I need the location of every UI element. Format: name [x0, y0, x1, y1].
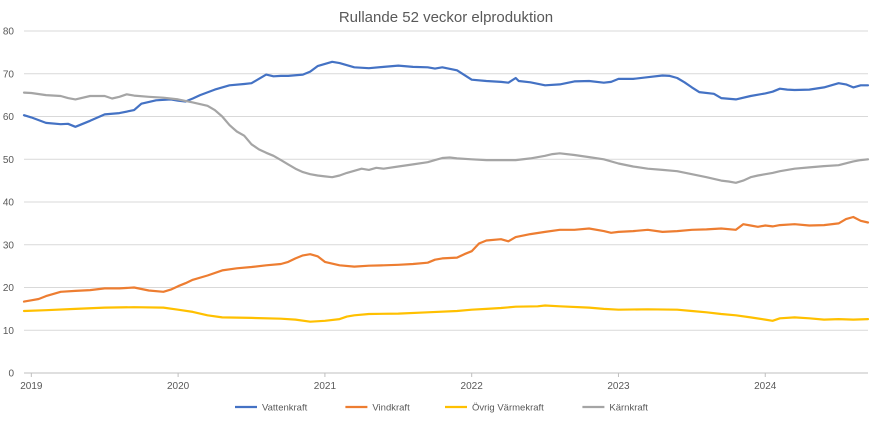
- y-tick-label: 70: [3, 69, 15, 80]
- y-tick-label: 10: [3, 326, 15, 337]
- y-tick-label: 30: [3, 240, 15, 251]
- y-tick-label: 80: [3, 27, 15, 38]
- chart-title: Rullande 52 veckor elproduktion: [339, 9, 553, 26]
- x-tick-label: 2020: [167, 381, 190, 392]
- y-tick-label: 0: [8, 369, 14, 380]
- series-line-karnkraft: [22, 91, 870, 184]
- x-tick-label: 2021: [314, 381, 337, 392]
- y-tick-label: 60: [3, 112, 15, 123]
- legend: Vattenkraft Vindkraft Övrig Värmekraft Kärn…: [235, 403, 648, 414]
- y-tick-label: 20: [3, 283, 15, 294]
- legend-label: Vindkraft: [372, 403, 410, 414]
- x-tick-label: 2022: [461, 381, 484, 392]
- legend-label: Övrig Värmekraft: [472, 403, 544, 414]
- x-tick-label: 2019: [20, 381, 43, 392]
- y-tick-label: 50: [3, 155, 15, 166]
- legend-item-vindkraft[interactable]: Vindkraft: [345, 403, 410, 414]
- legend-item-karnkraft[interactable]: Kärnkraft: [582, 403, 648, 414]
- legend-label: Kärnkraft: [609, 403, 648, 414]
- series-line-vindkraft: [22, 215, 870, 303]
- x-tick-label: 2024: [754, 381, 777, 392]
- axes: 0 10 20 30 40 50 60 70 80 2019 2020 2021 2022 2023 202…: [3, 27, 868, 392]
- x-tick-label: 2023: [607, 381, 630, 392]
- legend-label: Vattenkraft: [262, 403, 308, 414]
- legend-item-vattenkraft[interactable]: Vattenkraft: [235, 403, 308, 414]
- y-tick-label: 40: [3, 198, 15, 209]
- series-line-vattenkraft: [22, 60, 870, 128]
- legend-item-ovrig-varmekraft[interactable]: Övrig Värmekraft: [445, 403, 544, 414]
- gridlines: [24, 30, 868, 331]
- series-lines: [22, 60, 870, 323]
- series-line-ovrig-varmekraft: [22, 304, 870, 323]
